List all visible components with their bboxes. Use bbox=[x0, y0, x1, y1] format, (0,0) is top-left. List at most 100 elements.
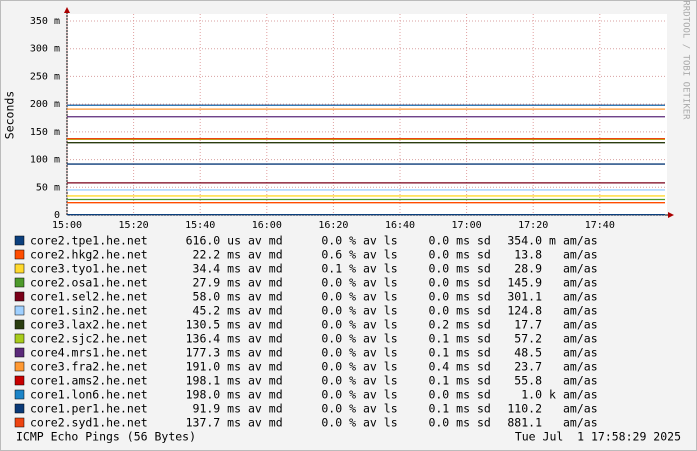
am-label: 28.9 bbox=[514, 262, 542, 276]
loss-suffix: av ls bbox=[363, 402, 398, 416]
legend-name: core2.syd1.he.net bbox=[30, 416, 148, 430]
loss-label: 0.0 % bbox=[321, 416, 356, 430]
am-suffix: am/as bbox=[563, 374, 598, 388]
loss-suffix: av ls bbox=[363, 332, 398, 346]
median-label: 58.0 ms bbox=[193, 290, 241, 304]
legend-name: core3.lax2.he.net bbox=[30, 318, 148, 332]
loss-suffix: av ls bbox=[363, 416, 398, 430]
sd-suffix: sd bbox=[477, 318, 491, 332]
am-suffix: am/as bbox=[563, 290, 598, 304]
sd-label: 0.0 ms bbox=[428, 234, 470, 248]
median-suffix: av md bbox=[248, 416, 283, 430]
am-label: 48.5 bbox=[514, 346, 542, 360]
am-unit: k bbox=[549, 388, 556, 402]
loss-suffix: av ls bbox=[363, 262, 398, 276]
legend-name: core3.fra2.he.net bbox=[30, 360, 148, 374]
sd-suffix: sd bbox=[477, 248, 491, 262]
loss-label: 0.0 % bbox=[321, 360, 356, 374]
sd-label: 0.2 ms bbox=[428, 318, 470, 332]
y-axis-label: Seconds bbox=[3, 91, 17, 139]
loss-label: 0.6 % bbox=[321, 248, 356, 262]
footer: ICMP Echo Pings (56 Bytes) bbox=[16, 430, 196, 444]
am-unit: m bbox=[549, 234, 556, 248]
am-suffix: am/as bbox=[563, 234, 598, 248]
sd-label: 0.0 ms bbox=[428, 248, 470, 262]
sd-label: 0.1 ms bbox=[428, 402, 470, 416]
median-label: 198.1 ms bbox=[186, 374, 241, 388]
x-tick-label: 15:40 bbox=[185, 220, 215, 231]
loss-suffix: av ls bbox=[363, 304, 398, 318]
legend-name: core2.sjc2.he.net bbox=[30, 332, 148, 346]
am-suffix: am/as bbox=[563, 276, 598, 290]
x-tick-label: 16:00 bbox=[252, 220, 282, 231]
sd-suffix: sd bbox=[477, 374, 491, 388]
y-tick-label: 350 m bbox=[30, 16, 60, 27]
sd-suffix: sd bbox=[477, 290, 491, 304]
am-suffix: am/as bbox=[563, 332, 598, 346]
median-label: 34.4 ms bbox=[193, 262, 241, 276]
median-label: 91.9 ms bbox=[193, 402, 241, 416]
x-tick-label: 16:40 bbox=[385, 220, 415, 231]
x-arrow bbox=[668, 212, 674, 218]
y-tick-label: 150 m bbox=[30, 127, 60, 138]
legend-name: core4.mrs1.he.net bbox=[30, 346, 148, 360]
legend-name: core2.osa1.he.net bbox=[30, 276, 148, 290]
am-suffix: am/as bbox=[563, 402, 598, 416]
legend-name: core1.lon6.he.net bbox=[30, 388, 148, 402]
legend-swatch bbox=[14, 263, 25, 274]
loss-suffix: av ls bbox=[363, 388, 398, 402]
legend-swatch bbox=[14, 375, 25, 386]
loss-label: 0.0 % bbox=[321, 374, 356, 388]
am-suffix: am/as bbox=[563, 360, 598, 374]
median-suffix: av md bbox=[248, 290, 283, 304]
median-suffix: av md bbox=[248, 360, 283, 374]
loss-suffix: av ls bbox=[363, 276, 398, 290]
am-label: 124.8 bbox=[507, 304, 542, 318]
legend-name: core3.tyo1.he.net bbox=[30, 262, 148, 276]
am-suffix: am/as bbox=[563, 346, 598, 360]
median-label: 22.2 ms bbox=[193, 248, 241, 262]
median-label: 137.7 ms bbox=[186, 416, 241, 430]
legend-name: core1.per1.he.net bbox=[30, 402, 148, 416]
y-tick-label: 50 m bbox=[36, 182, 60, 193]
am-label: 13.8 bbox=[514, 248, 542, 262]
sd-suffix: sd bbox=[477, 402, 491, 416]
loss-label: 0.0 % bbox=[321, 304, 356, 318]
legend-swatch bbox=[14, 305, 25, 316]
median-label: 198.0 ms bbox=[186, 388, 241, 402]
y-tick-label: 0 bbox=[54, 210, 60, 221]
legend-swatch bbox=[14, 249, 25, 260]
loss-suffix: av ls bbox=[363, 360, 398, 374]
loss-label: 0.0 % bbox=[321, 290, 356, 304]
median-label: 130.5 ms bbox=[186, 318, 241, 332]
median-suffix: av md bbox=[248, 304, 283, 318]
median-label: 616.0 us bbox=[186, 234, 241, 248]
sd-label: 0.0 ms bbox=[428, 276, 470, 290]
am-label: 55.8 bbox=[514, 374, 542, 388]
sd-label: 0.0 ms bbox=[428, 262, 470, 276]
am-suffix: am/as bbox=[563, 416, 598, 430]
y-arrow bbox=[64, 7, 70, 13]
am-label: 23.7 bbox=[514, 360, 542, 374]
loss-label: 0.0 % bbox=[321, 402, 356, 416]
am-label: 881.1 bbox=[507, 416, 542, 430]
y-tick-label: 250 m bbox=[30, 71, 60, 82]
sd-suffix: sd bbox=[477, 360, 491, 374]
loss-suffix: av ls bbox=[363, 290, 398, 304]
loss-suffix: av ls bbox=[363, 234, 398, 248]
legend-swatch bbox=[14, 291, 25, 302]
median-label: 27.9 ms bbox=[193, 276, 241, 290]
sd-label: 0.1 ms bbox=[428, 346, 470, 360]
am-label: 110.2 bbox=[507, 402, 542, 416]
median-suffix: av md bbox=[248, 402, 283, 416]
x-tick-label: 17:00 bbox=[452, 220, 482, 231]
median-suffix: av md bbox=[248, 248, 283, 262]
legend-swatch bbox=[14, 417, 25, 428]
am-suffix: am/as bbox=[563, 262, 598, 276]
loss-suffix: av ls bbox=[363, 374, 398, 388]
loss-label: 0.0 % bbox=[321, 388, 356, 402]
y-tick-label: 200 m bbox=[30, 99, 60, 110]
am-label: 1.0 bbox=[521, 388, 542, 402]
median-label: 45.2 ms bbox=[193, 304, 241, 318]
y-tick-label: 100 m bbox=[30, 155, 60, 166]
